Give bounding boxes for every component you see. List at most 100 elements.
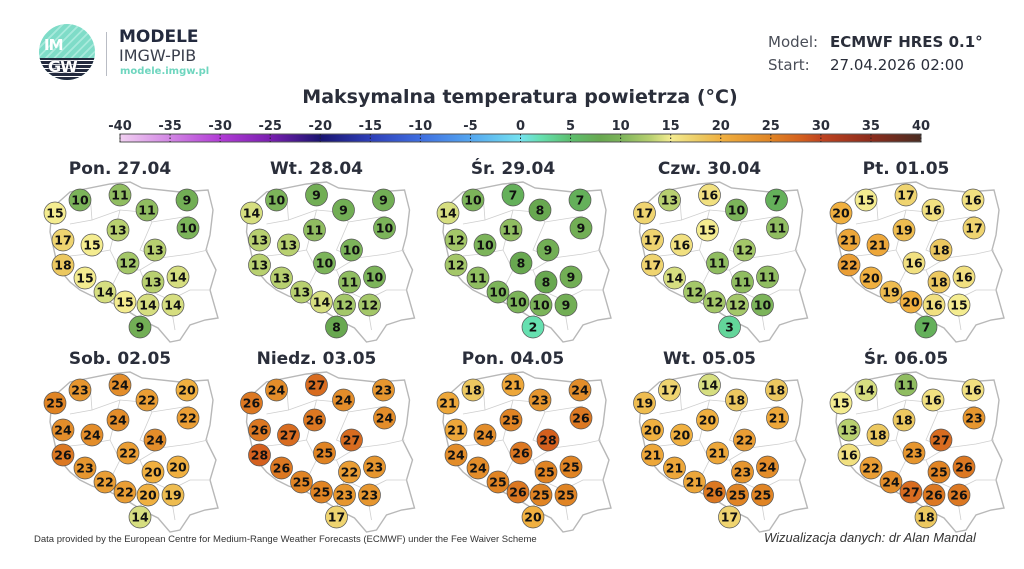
station-value: 20 — [673, 428, 691, 443]
station-value: 28 — [539, 433, 556, 448]
station-marker: 24 — [568, 378, 592, 402]
station-marker: 23 — [73, 456, 97, 480]
station-marker: 8 — [528, 198, 552, 222]
station-circle — [444, 228, 468, 252]
station-circle — [766, 406, 789, 430]
station-circle — [706, 441, 729, 465]
station-value: 23 — [366, 460, 383, 475]
station-value: 17 — [897, 188, 914, 203]
colorbar-tick-label: -35 — [158, 119, 182, 134]
station-marker: 19 — [892, 218, 916, 242]
station-marker: 19 — [161, 483, 185, 507]
station-circle — [80, 233, 104, 257]
station-circle — [569, 406, 593, 430]
station-circle — [947, 483, 971, 507]
station-value: 15 — [950, 298, 967, 313]
station-marker: 22 — [176, 406, 200, 430]
station-value: 12 — [119, 256, 136, 271]
station-marker: 15 — [854, 188, 878, 212]
station-marker: 23 — [902, 441, 926, 465]
station-circle — [106, 218, 130, 242]
station-circle — [683, 280, 706, 304]
station-circle — [113, 290, 137, 314]
station-circle — [894, 373, 918, 397]
brand-url[interactable]: modele.imgw.pl — [120, 66, 210, 77]
station-circle — [108, 183, 132, 207]
station-value: 16 — [964, 193, 982, 208]
station-value: 17 — [644, 258, 661, 273]
station-circle — [340, 238, 363, 262]
station-marker: 26 — [947, 483, 971, 507]
station-circle — [536, 428, 560, 452]
station-value: 15 — [46, 206, 63, 221]
station-marker: 27 — [929, 428, 953, 452]
station-marker: 27 — [340, 428, 363, 452]
station-marker: 14 — [436, 201, 460, 225]
station-marker: 18 — [914, 505, 938, 529]
station-value: 25 — [537, 465, 554, 480]
station-value: 9 — [339, 203, 348, 218]
station-marker: 9 — [305, 183, 328, 207]
map-title: Pt. 01.05 — [863, 159, 950, 179]
station-value: 25 — [316, 446, 333, 461]
station-circle — [529, 483, 553, 507]
station-marker: 11 — [303, 218, 326, 242]
station-value: 13 — [661, 193, 678, 208]
station-circle — [363, 455, 386, 479]
station-value: 15 — [832, 396, 849, 411]
station-circle — [325, 315, 348, 339]
station-circle — [633, 391, 656, 415]
station-circle — [290, 280, 313, 304]
station-circle — [332, 388, 355, 412]
station-circle — [879, 470, 903, 494]
station-value: 16 — [840, 448, 858, 463]
station-marker: 14 — [166, 265, 190, 289]
station-marker: 12 — [444, 228, 468, 252]
station-value: 18 — [464, 383, 481, 398]
author-credit: Wizualizacja danych: dr Alan Mandal — [764, 530, 976, 545]
station-circle — [43, 201, 67, 225]
station-marker: 23 — [333, 483, 356, 507]
station-circle — [51, 418, 75, 442]
station-value: 11 — [341, 275, 358, 290]
station-value: 10 — [464, 193, 482, 208]
station-circle — [921, 198, 945, 222]
station-value: 10 — [71, 193, 89, 208]
station-marker: 26 — [51, 443, 75, 467]
station-circle — [486, 280, 510, 304]
station-marker: 9 — [536, 238, 560, 262]
station-marker: 18 — [461, 378, 485, 402]
station-circle — [501, 373, 525, 397]
station-value: 11 — [759, 270, 776, 285]
station-marker: 10 — [506, 290, 530, 314]
station-value: 13 — [273, 271, 290, 286]
station-circle — [658, 378, 681, 402]
station-circle — [641, 228, 664, 252]
station-circle — [444, 443, 468, 467]
station-value: 25 — [489, 475, 506, 490]
station-circle — [358, 293, 381, 317]
station-value: 12 — [736, 243, 753, 258]
station-circle — [332, 198, 355, 222]
station-marker: 18 — [927, 270, 951, 294]
station-marker: 24 — [106, 408, 130, 432]
station-marker: 19 — [879, 280, 903, 304]
station-marker: 16 — [961, 188, 985, 212]
station-value: 12 — [336, 298, 353, 313]
station-circle — [829, 391, 853, 415]
station-marker: 15 — [80, 233, 104, 257]
station-circle — [894, 183, 918, 207]
station-circle — [696, 408, 719, 432]
station-circle — [962, 216, 986, 240]
station-marker: 13 — [141, 270, 165, 294]
logo-divider — [106, 32, 107, 76]
station-marker: 10 — [725, 198, 748, 222]
station-value: 8 — [542, 275, 551, 290]
station-value: 16 — [701, 188, 719, 203]
station-marker: 25 — [554, 483, 578, 507]
station-circle — [914, 315, 938, 339]
station-value: 23 — [905, 446, 922, 461]
